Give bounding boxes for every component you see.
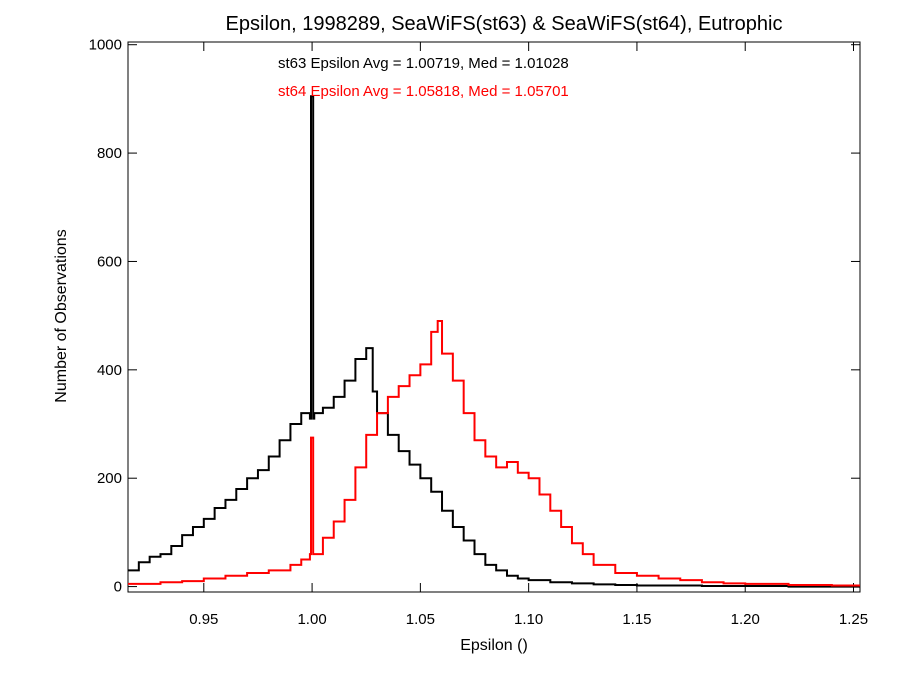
y-tick-label: 400 bbox=[97, 362, 122, 379]
y-tick-label: 1000 bbox=[89, 37, 122, 54]
x-tick-label: 1.25 bbox=[839, 611, 868, 628]
x-tick-label: 1.00 bbox=[297, 611, 326, 628]
series-0-line bbox=[128, 95, 860, 588]
series-1-line bbox=[128, 320, 860, 587]
plot-frame bbox=[127, 41, 861, 593]
y-tick-label: 200 bbox=[97, 470, 122, 487]
y-axis-label: Number of Observations bbox=[53, 229, 70, 402]
x-tick-label: 1.05 bbox=[406, 611, 435, 628]
annotation-st63: st63 Epsilon Avg = 1.00719, Med = 1.0102… bbox=[278, 55, 569, 72]
plot-area: 0.95 1.00 1.05 1.10 1.15 1.20 1.25 0 200 400 600 80… bbox=[89, 37, 868, 628]
x-tick-label: 1.20 bbox=[731, 611, 760, 628]
y-tick-label: 0 bbox=[114, 579, 122, 596]
y-tick-label: 600 bbox=[97, 253, 122, 270]
x-tick-label: 1.15 bbox=[622, 611, 651, 628]
x-tick-label: 1.10 bbox=[514, 611, 543, 628]
y-tick-label: 800 bbox=[97, 145, 122, 162]
x-axis-label: Epsilon () bbox=[460, 637, 528, 654]
x-tick-label: 0.95 bbox=[189, 611, 218, 628]
chart-title: Epsilon, 1998289, SeaWiFS(st63) & SeaWiF… bbox=[226, 13, 783, 35]
annotation-st64: st64 Epsilon Avg = 1.05818, Med = 1.0570… bbox=[278, 83, 569, 100]
